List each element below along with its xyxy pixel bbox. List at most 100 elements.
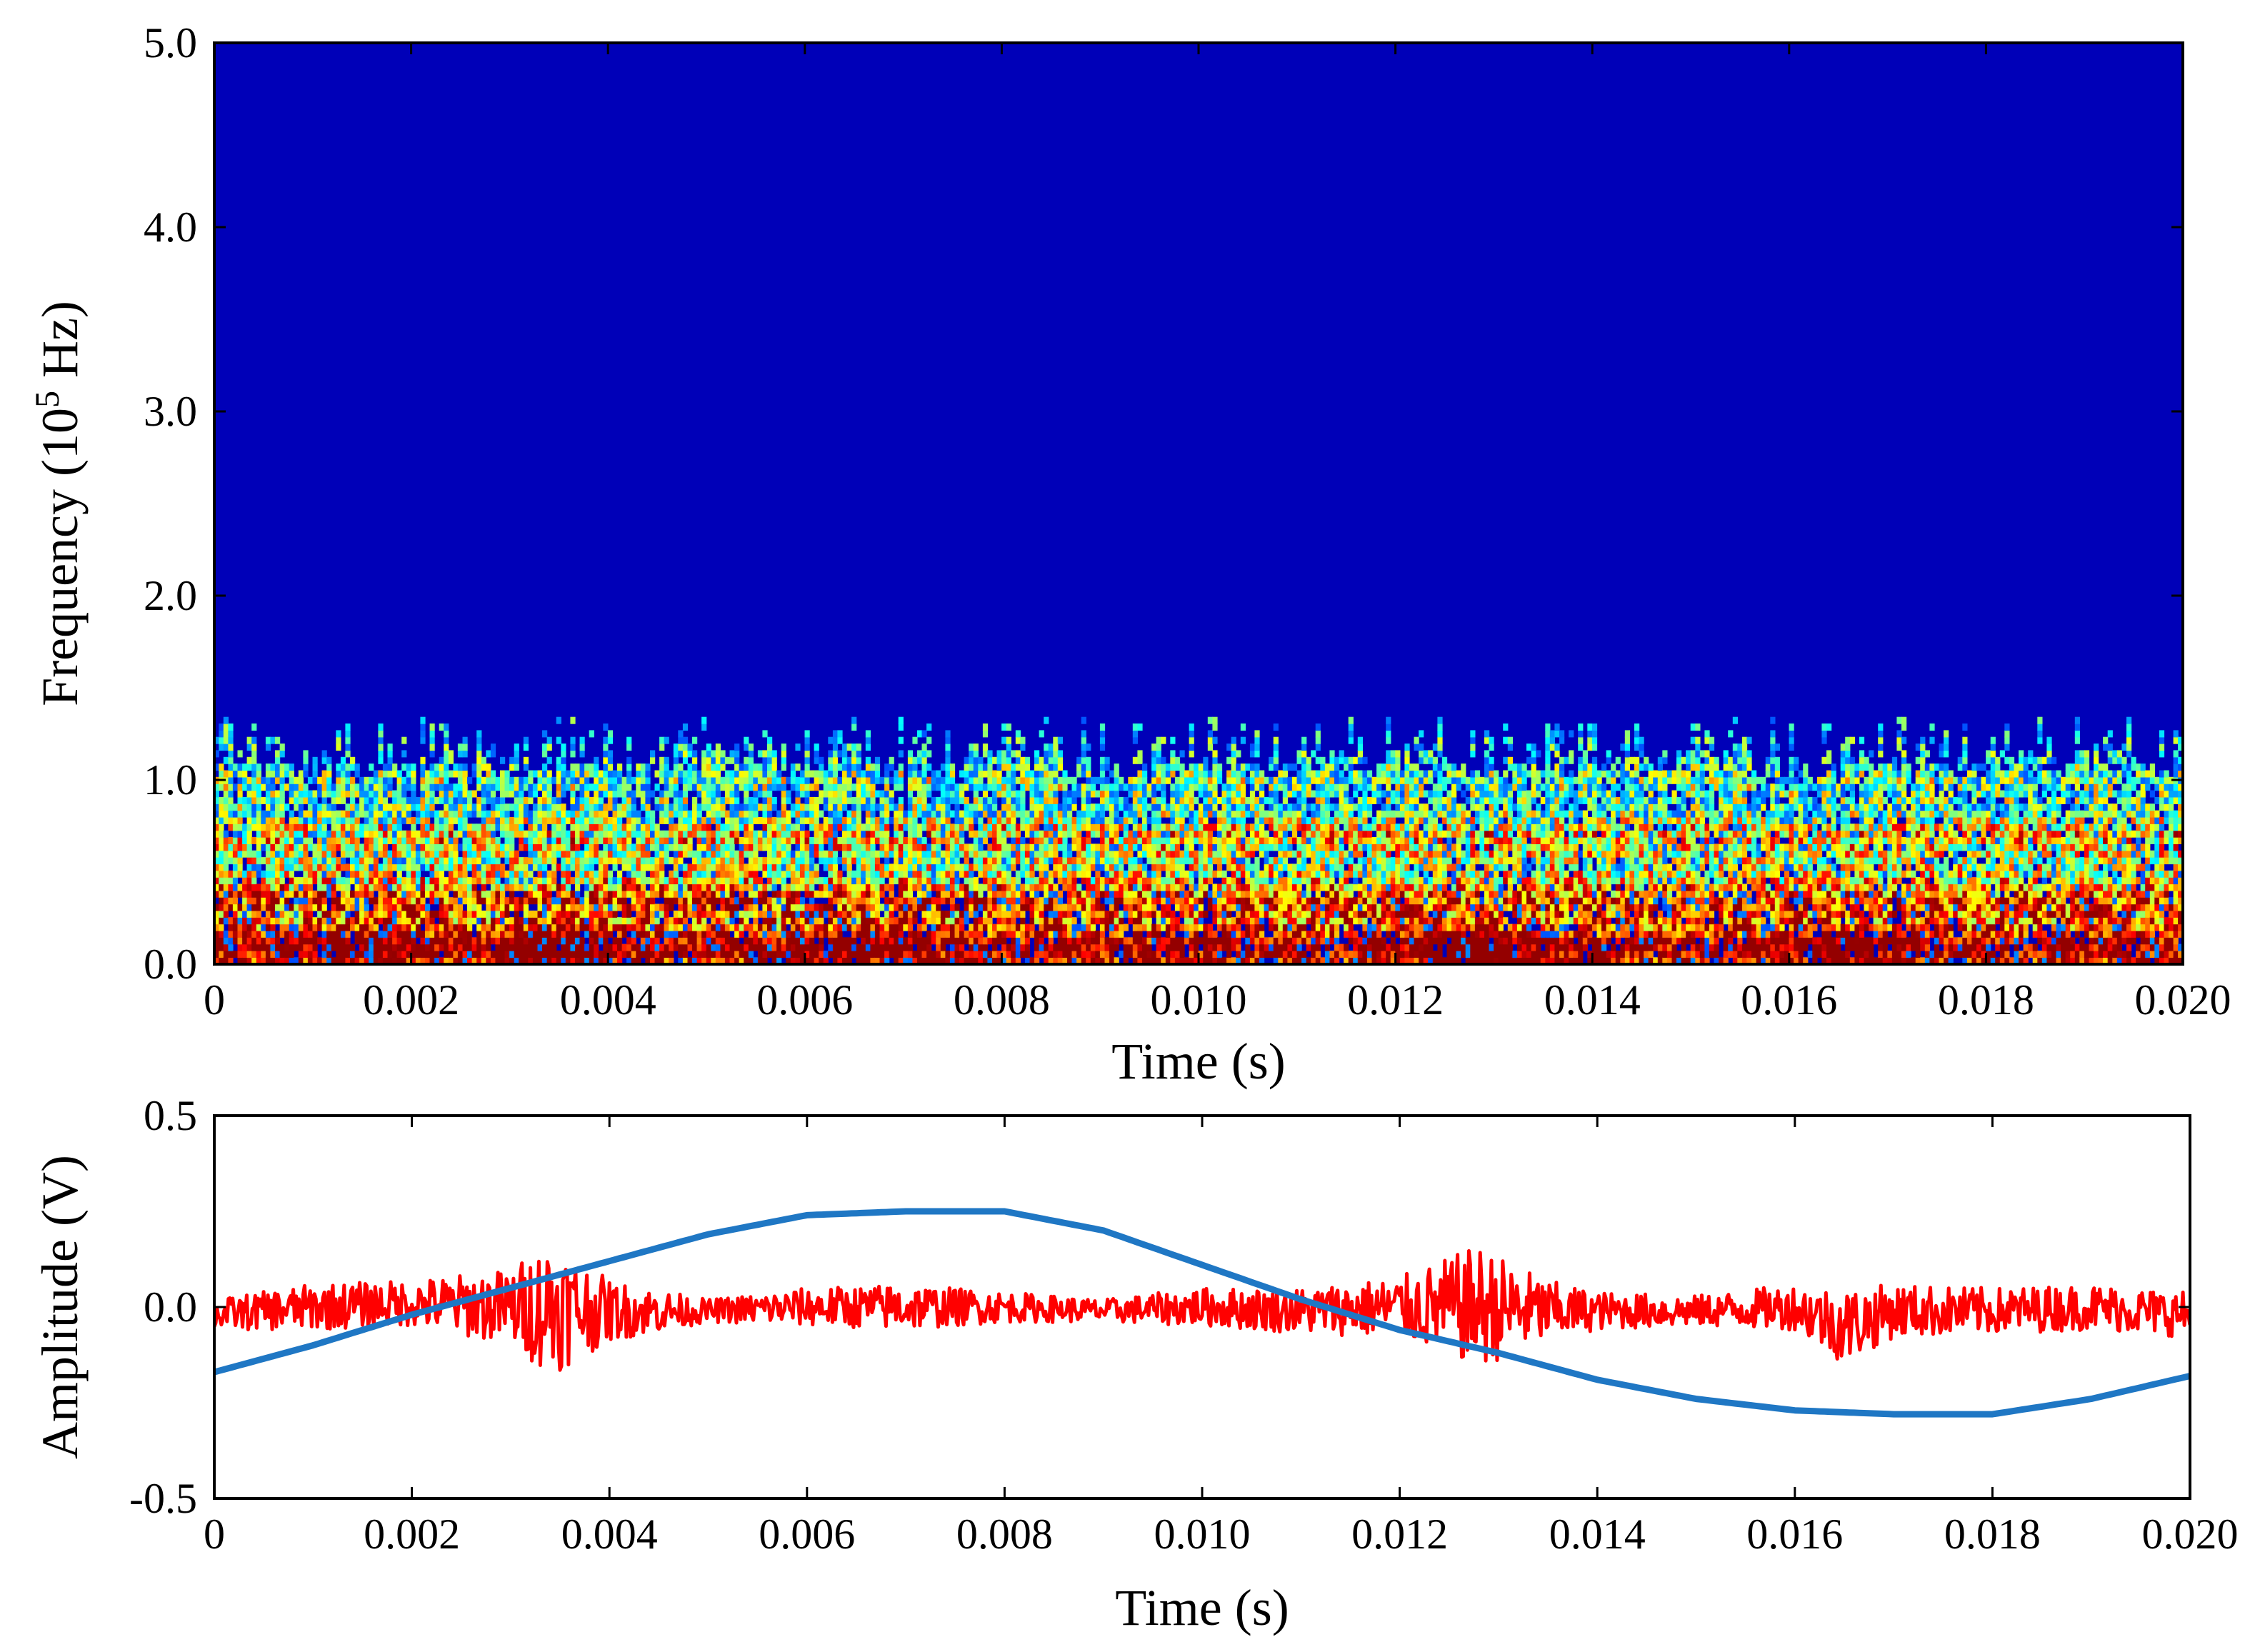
- spectrogram-cell: [945, 837, 951, 844]
- spectrogram-cell: [275, 816, 281, 824]
- spectrogram-cell: [987, 776, 993, 784]
- spectrogram-cell: [448, 796, 454, 804]
- spectrogram-cell: [392, 816, 398, 824]
- spectrogram-cell: [471, 951, 477, 958]
- spectrogram-cell: [251, 903, 257, 911]
- spectrogram-cell: [565, 917, 571, 925]
- spectrogram-cell: [851, 943, 857, 951]
- spectrogram-cell: [434, 830, 440, 838]
- spectrogram-cell: [729, 943, 735, 951]
- spectrogram-cell: [898, 816, 904, 824]
- spectrogram-cell: [579, 736, 585, 744]
- spectrogram-cell: [500, 937, 506, 945]
- spectrogram-cell: [237, 930, 243, 938]
- spectrogram-cell: [949, 796, 956, 804]
- spectrogram-cell: [692, 930, 698, 938]
- spectrogram-cell: [645, 810, 651, 818]
- spectrogram-cell: [837, 790, 843, 798]
- spectrogram-cell: [369, 824, 374, 831]
- spectrogram-cell: [945, 816, 951, 824]
- spectrogram-cell: [359, 863, 365, 871]
- spectrogram-cell: [621, 863, 627, 871]
- spectrogram-cell: [561, 910, 566, 918]
- spectrogram-cell: [396, 870, 402, 878]
- spectrogram-cell: [444, 877, 449, 885]
- spectrogram-cell: [706, 744, 711, 751]
- spectrogram-cell: [1020, 837, 1026, 844]
- spectrogram-cell: [720, 784, 726, 791]
- spectrogram-cell: [912, 736, 918, 744]
- spectrogram-cell: [561, 837, 566, 844]
- spectrogram-cell: [940, 776, 946, 784]
- spectrogram-cell: [636, 816, 641, 824]
- spectrogram-cell: [256, 796, 261, 804]
- spectrogram-cell: [369, 877, 374, 885]
- spectrogram-cell: [799, 810, 806, 818]
- spectrogram-cell: [828, 910, 834, 918]
- spectrogram-cell: [744, 957, 749, 964]
- spectrogram-cell: [879, 943, 885, 951]
- spectrogram-cell: [214, 850, 219, 858]
- spectrogram-cell: [504, 824, 510, 831]
- spectrogram-cell: [1024, 776, 1031, 784]
- spectrogram-cell: [490, 870, 496, 878]
- spectrogram-cell: [396, 816, 402, 824]
- spectrogram-cell: [711, 930, 716, 938]
- spectrogram-cell: [724, 784, 731, 791]
- spectrogram-cell: [715, 790, 721, 798]
- spectrogram-cell: [837, 764, 843, 771]
- spectrogram-cell: [532, 830, 539, 838]
- spectrogram-cell: [626, 923, 632, 931]
- spectrogram-cell: [251, 930, 257, 938]
- spectrogram-cell: [219, 850, 224, 858]
- spectrogram-cell: [237, 903, 243, 911]
- spectrogram-cell: [650, 843, 656, 851]
- spectrogram-cell: [303, 830, 309, 838]
- spectrogram-cell: [312, 756, 318, 764]
- spectrogram-cell: [673, 877, 679, 885]
- spectrogram-cell: [757, 790, 764, 798]
- spectrogram-cell: [734, 837, 740, 844]
- spectrogram-cell: [617, 943, 623, 951]
- spectrogram-cell: [232, 824, 239, 831]
- spectrogram-cell: [373, 957, 379, 964]
- spectrogram-cell: [790, 957, 796, 964]
- spectrogram-cell: [856, 863, 861, 871]
- spectrogram-cell: [982, 897, 989, 905]
- spectrogram-cell: [889, 756, 894, 764]
- spectrogram-cell: [659, 890, 665, 898]
- spectrogram-cell: [636, 951, 641, 958]
- spectrogram-cell: [476, 857, 482, 865]
- spectrogram-cell: [940, 804, 946, 811]
- spectrogram-cell: [528, 770, 534, 778]
- spectrogram-cell: [345, 837, 351, 844]
- spectrogram-cell: [223, 744, 229, 751]
- spectrogram-cell: [537, 816, 543, 824]
- spectrogram-cell: [232, 930, 239, 938]
- spectrogram-cell: [373, 796, 379, 804]
- spectrogram-cell: [931, 883, 936, 891]
- spectrogram-cell: [392, 850, 398, 858]
- spectrogram-cell: [434, 923, 440, 931]
- spectrogram-cell: [856, 857, 861, 865]
- spectrogram-cell: [378, 930, 384, 938]
- spectrogram-cell: [936, 810, 941, 818]
- spectrogram-cell: [237, 917, 243, 925]
- spectrogram-cell: [495, 923, 501, 931]
- spectrogram-cell: [669, 830, 674, 838]
- spectrogram-cell: [861, 863, 866, 871]
- spectrogram-cell: [232, 843, 239, 851]
- spectrogram-cell: [682, 917, 689, 925]
- spectrogram-cell: [509, 877, 515, 885]
- spectrogram-cell: [701, 951, 707, 958]
- spectrogram-cell: [369, 937, 374, 945]
- spectrogram-cell: [626, 957, 632, 964]
- spectrogram-cell: [575, 810, 581, 818]
- spectrogram-cell: [303, 837, 309, 844]
- spectrogram-cell: [284, 943, 290, 951]
- spectrogram-cell: [626, 943, 632, 951]
- spectrogram-cell: [767, 750, 773, 758]
- spectrogram-cell: [842, 883, 848, 891]
- spectrogram-cell: [219, 937, 224, 945]
- spectrogram-cell: [865, 744, 871, 751]
